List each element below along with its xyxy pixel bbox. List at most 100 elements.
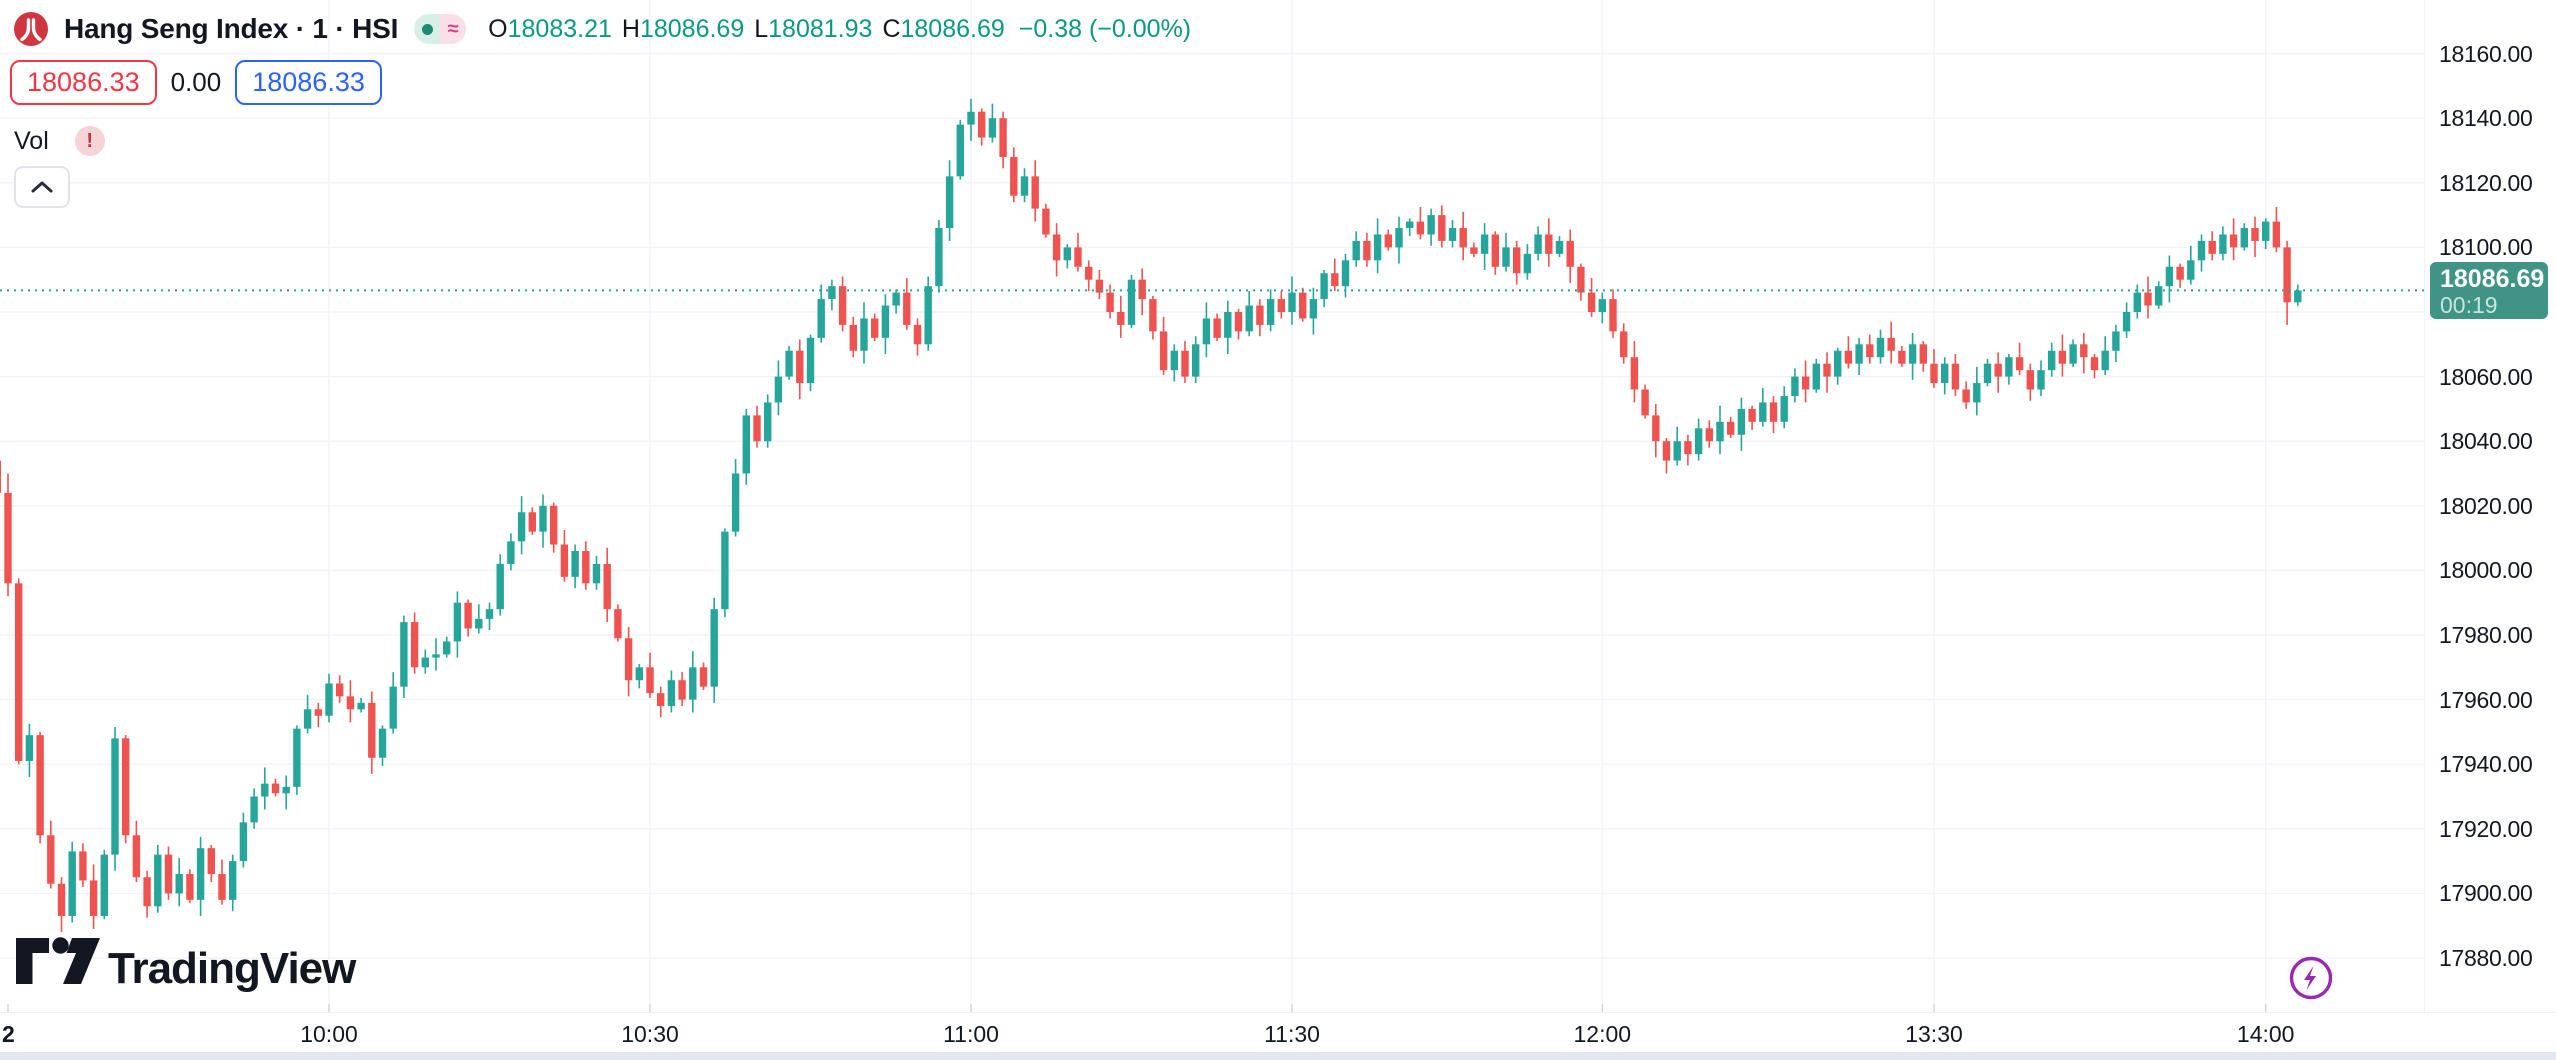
price-axis-label: 17980.00: [2439, 622, 2533, 648]
candle: [1812, 358, 1820, 393]
bar-countdown: 00:19: [2440, 292, 2498, 319]
candle: [293, 725, 301, 795]
buy-price-button[interactable]: 18086.33: [235, 60, 382, 105]
candle: [2208, 231, 2216, 261]
candle: [753, 405, 761, 448]
candle: [1352, 231, 1360, 267]
candle: [336, 675, 344, 703]
candle: [25, 723, 34, 778]
candle: [15, 578, 23, 765]
candle: [175, 857, 183, 907]
collapse-panel-button[interactable]: [14, 166, 70, 208]
candle: [592, 555, 601, 590]
candle: [1106, 284, 1114, 319]
candle: [699, 662, 708, 690]
symbol-title[interactable]: Hang Seng Index · 1 · HSI: [64, 13, 399, 44]
sell-price-button[interactable]: 18086.33: [10, 60, 157, 105]
candle: [1363, 232, 1371, 267]
low-value: 18081.93: [768, 14, 873, 43]
candle: [1513, 240, 1521, 285]
candle: [1727, 416, 1735, 438]
candle: [218, 859, 226, 905]
candle: [1256, 299, 1264, 337]
volume-indicator-label[interactable]: Vol: [14, 126, 49, 155]
candle: [1834, 347, 1842, 385]
candle: [250, 788, 258, 829]
svg-text:TradingView: TradingView: [108, 944, 357, 993]
time-axis-label: 11:00: [943, 1021, 999, 1047]
candle: [325, 673, 333, 723]
indicator-warning-icon[interactable]: !: [74, 126, 105, 156]
candle: [1769, 395, 1778, 434]
candle: [689, 651, 697, 713]
candle: [1684, 434, 1692, 466]
candle: [871, 313, 879, 342]
quote-row: 18086.33 0.00 18086.33: [10, 60, 382, 105]
candle: [560, 530, 569, 582]
candle: [1192, 336, 1200, 384]
candle: [1202, 302, 1211, 358]
candle: [2015, 342, 2024, 375]
candle: [1641, 384, 1649, 419]
price-axis-label: 17900.00: [2439, 880, 2533, 907]
indicator-row: Vol !: [14, 126, 105, 156]
candle: [89, 864, 98, 929]
candle: [571, 544, 579, 589]
price-axis-label: 18060.00: [2439, 363, 2533, 390]
candle: [2240, 223, 2248, 251]
tradingview-watermark: TradingView: [16, 937, 358, 993]
open-label: O: [488, 14, 508, 43]
candle: [1951, 353, 1960, 396]
candle: [1010, 147, 1018, 203]
candle: [2176, 263, 2184, 288]
boost-button[interactable]: [2288, 955, 2334, 1001]
candle: [485, 602, 494, 631]
time-scale[interactable]: 2 10:00 10:30 11:00 11:30 12:00 13:30 14:00: [0, 1012, 2556, 1053]
candle: [1930, 349, 1938, 388]
candle: [1844, 336, 1853, 369]
candle: [2112, 324, 2120, 363]
candle: [1245, 291, 1253, 337]
candle: [881, 294, 890, 354]
candle: [550, 502, 558, 553]
candle: [111, 727, 119, 871]
market-status-toggle[interactable]: ≈: [414, 14, 467, 44]
ohlc-readout: O18083.21 H18086.69 L18081.93 C18086.69 …: [488, 15, 1191, 44]
candle: [1063, 244, 1071, 269]
candle: [582, 541, 590, 590]
candle: [79, 843, 87, 887]
price-axis-label: 18040.00: [2439, 428, 2533, 455]
candle: [1052, 223, 1061, 277]
candle: [1299, 287, 1307, 322]
candle: [1587, 278, 1596, 317]
price-axis-label: 17960.00: [2439, 686, 2533, 713]
time-axis-label: 10:00: [300, 1021, 358, 1047]
candle: [271, 778, 280, 797]
time-axis-label: 13:30: [1905, 1021, 1963, 1047]
candle: [2262, 218, 2270, 250]
candle: [1448, 219, 1457, 248]
candle: [100, 849, 108, 920]
candle: [1427, 208, 1435, 246]
time-axis-label: 12:00: [1573, 1021, 1632, 1047]
candle: [1384, 229, 1392, 251]
candle: [903, 278, 911, 330]
candlestick-chart[interactable]: TradingView: [0, 0, 2424, 1012]
price-scale[interactable]: 18086.69 00:19 18160.00 18140.00 18120.00 1…: [2424, 0, 2556, 1012]
candle: [475, 604, 483, 634]
candle: [1630, 341, 1639, 403]
candle: [1908, 332, 1917, 380]
time-axis-label: 2: [2, 1021, 15, 1047]
candle: [2133, 284, 2141, 319]
candle: [2294, 284, 2302, 306]
candle: [667, 670, 676, 713]
candle: [1983, 358, 1992, 387]
candle: [1545, 218, 1553, 267]
candle: [1095, 270, 1104, 300]
candle: [1491, 231, 1499, 275]
candle: [1609, 289, 1617, 338]
candle: [849, 316, 857, 358]
candle: [1117, 295, 1125, 338]
candle: [731, 458, 740, 537]
window-bottom-edge: [0, 1052, 2556, 1060]
